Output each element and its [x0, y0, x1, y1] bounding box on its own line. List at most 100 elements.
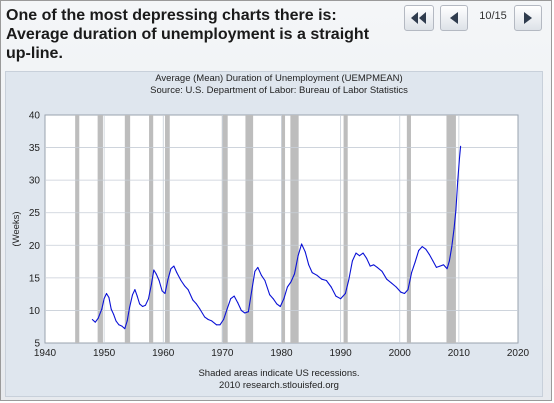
data-point-0-1 — [94, 321, 96, 323]
next-slide-button[interactable] — [514, 5, 542, 31]
data-point-0-21 — [147, 298, 149, 300]
data-point-0-63 — [294, 273, 296, 275]
data-point-0-60 — [283, 298, 285, 300]
data-point-0-45 — [230, 298, 232, 300]
slide-title: One of the most depressing charts there … — [6, 7, 370, 62]
data-point-0-32 — [180, 279, 182, 281]
data-point-0-2 — [97, 317, 99, 319]
first-slide-button[interactable] — [404, 5, 434, 31]
recession-band-11 — [446, 115, 456, 343]
data-point-0-15 — [132, 294, 134, 296]
data-point-0-57 — [272, 298, 274, 300]
y-tick-label-25: 25 — [29, 208, 41, 219]
data-point-0-91 — [407, 289, 409, 291]
data-point-0-69 — [316, 274, 318, 276]
recession-band-0 — [75, 115, 80, 343]
data-point-0-94 — [418, 249, 420, 251]
chart-source-footnote: 2010 research.stlouisfed.org — [219, 380, 339, 391]
data-point-0-17 — [136, 295, 138, 297]
data-point-0-9 — [115, 320, 117, 322]
data-point-0-68 — [311, 272, 313, 274]
x-tick-label-1970: 1970 — [211, 348, 234, 359]
data-point-0-71 — [325, 279, 327, 281]
data-point-0-92 — [411, 272, 413, 274]
data-point-0-70 — [321, 278, 323, 280]
recession-band-8 — [290, 115, 299, 343]
data-point-0-96 — [425, 248, 427, 250]
data-point-0-5 — [105, 292, 107, 294]
data-point-0-44 — [226, 308, 228, 310]
data-point-0-12 — [124, 328, 126, 330]
data-point-0-67 — [308, 264, 310, 266]
data-point-0-107 — [457, 180, 459, 182]
data-point-0-19 — [142, 306, 144, 308]
data-point-0-104 — [451, 246, 453, 248]
x-tick-label-2010: 2010 — [448, 348, 471, 359]
data-point-0-47 — [237, 302, 239, 304]
data-point-0-20 — [145, 304, 147, 306]
triangle-right-icon — [524, 12, 532, 24]
data-point-0-59 — [279, 306, 281, 308]
data-point-0-74 — [340, 298, 342, 300]
data-point-0-95 — [421, 246, 423, 248]
series-line-uempmean — [91, 146, 462, 330]
recession-band-5 — [221, 115, 228, 343]
data-point-0-13 — [126, 320, 128, 322]
data-point-0-83 — [373, 264, 375, 266]
data-point-0-102 — [446, 268, 448, 270]
y-axis-label: (Weeks) — [11, 211, 22, 246]
data-point-0-54 — [260, 274, 262, 276]
data-point-0-46 — [233, 295, 235, 297]
data-point-0-61 — [286, 286, 288, 288]
y-tick-label-5: 5 — [34, 339, 40, 350]
x-tick-label-1950: 1950 — [93, 348, 116, 359]
data-point-0-66 — [304, 251, 306, 253]
previous-slide-button[interactable] — [440, 5, 468, 31]
data-point-0-106 — [455, 209, 457, 211]
unemployment-duration-chart: Average (Mean) Duration of Unemployment … — [11, 73, 530, 391]
x-tick-label-1990: 1990 — [330, 348, 353, 359]
data-point-0-49 — [244, 312, 246, 314]
recession-band-1 — [97, 115, 103, 343]
data-point-0-35 — [192, 299, 194, 301]
recession-shading — [75, 115, 456, 343]
data-point-0-16 — [134, 289, 136, 291]
data-point-0-34 — [187, 289, 189, 291]
data-point-0-31 — [176, 272, 178, 274]
data-point-0-98 — [432, 260, 434, 262]
data-point-0-11 — [121, 325, 123, 327]
data-point-0-3 — [101, 308, 103, 310]
x-tick-label-2000: 2000 — [389, 348, 412, 359]
data-point-0-23 — [153, 269, 155, 271]
data-point-0-86 — [386, 278, 388, 280]
data-point-0-7 — [110, 308, 112, 310]
data-point-0-55 — [264, 279, 266, 281]
y-tick-label-15: 15 — [29, 273, 41, 284]
data-point-0-101 — [443, 264, 445, 266]
data-point-0-8 — [113, 313, 115, 315]
data-point-0-73 — [335, 295, 337, 297]
y-tick-label-40: 40 — [29, 111, 41, 122]
data-point-0-103 — [448, 260, 450, 262]
data-point-0-38 — [204, 316, 206, 318]
y-tick-label-35: 35 — [29, 143, 41, 154]
data-point-0-79 — [359, 255, 361, 257]
recession-band-9 — [343, 115, 348, 343]
data-point-0-0 — [91, 319, 93, 321]
data-point-0-78 — [355, 252, 357, 254]
data-point-0-64 — [297, 255, 299, 257]
double-chevron-left-icon — [411, 12, 426, 24]
data-point-0-27 — [164, 292, 166, 294]
data-point-0-36 — [195, 303, 197, 305]
data-point-0-65 — [301, 243, 303, 245]
data-point-0-18 — [139, 303, 141, 305]
data-point-0-52 — [254, 270, 256, 272]
data-point-0-85 — [381, 270, 383, 272]
recession-band-3 — [149, 115, 154, 343]
data-point-0-10 — [118, 324, 120, 326]
data-point-0-76 — [348, 278, 350, 280]
data-point-0-51 — [251, 289, 253, 291]
recession-band-7 — [281, 115, 286, 343]
data-point-0-28 — [167, 278, 169, 280]
gridlines — [45, 115, 518, 343]
